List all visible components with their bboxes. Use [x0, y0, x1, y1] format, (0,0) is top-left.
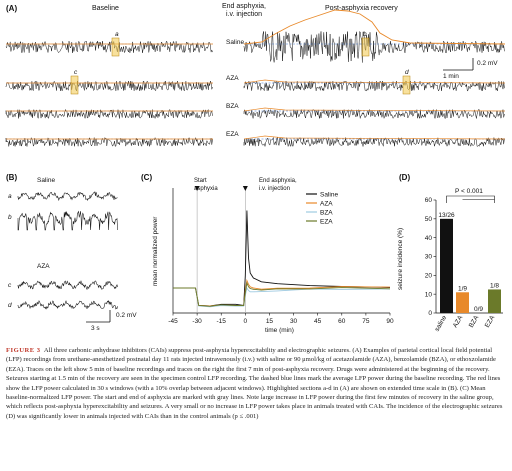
panel-b-aza-label: AZA: [37, 263, 50, 270]
chart-d-bar-aza: [456, 292, 469, 313]
chart-c-x-tick-label: 15: [266, 318, 274, 325]
panel-b-scale-time: 3 s: [91, 325, 100, 332]
baseline-trace-3: [5, 136, 213, 147]
panel-c-label: (C): [141, 173, 153, 182]
panel-b-trace-b: [17, 210, 118, 231]
chart-c-x-tick-label: 0: [244, 318, 248, 325]
panel-b-trace-a: [17, 191, 118, 202]
chart-c-x-tick-label: 90: [386, 318, 394, 325]
chart-d-value-label-aza: 1/9: [458, 285, 467, 292]
row-label-aza: AZA: [226, 75, 239, 82]
chart-d-value-label-saline: 13/26: [438, 212, 455, 219]
baseline-trace-0: [5, 40, 213, 54]
chart-c-x-tick-label: 60: [338, 318, 346, 325]
highlight-box-d: [402, 75, 411, 95]
row-label-saline: Saline: [226, 39, 245, 46]
panel-d-label: (D): [399, 173, 411, 182]
chart-c-x-tick-label: 45: [314, 318, 322, 325]
chart-d-category-label-aza: AZA: [452, 314, 465, 329]
chart-d-y-tick-label: 40: [425, 235, 433, 242]
chart-d-category-label-saline: saline: [434, 314, 449, 333]
highlight-label-a: a: [115, 31, 119, 38]
chart-c-plot: -45 -30 -15 0 15 30 45 60 75 90 Saline AZA BZA EZA: [168, 186, 394, 325]
chart-c-xlabel: time (min): [265, 327, 294, 334]
chart-c-legend-label-saline: Saline: [320, 191, 338, 198]
panel-a-traces: [5, 9, 506, 147]
highlight-box-c: [70, 75, 79, 95]
post-recovery-title: Post-asphyxia recovery: [325, 5, 398, 12]
chart-c-event-arrow: [194, 186, 200, 191]
highlight-label-d: d: [405, 69, 409, 76]
scale-time-label: 1 min: [443, 73, 459, 80]
recovery-power-line-2: [243, 107, 506, 112]
recovery-power-line-0: [243, 9, 506, 45]
highlight-box-b: [361, 37, 370, 57]
panel-b-trace-c: [17, 280, 118, 291]
chart-c-x-tick-label: 30: [290, 318, 298, 325]
chart-c-x-tick-label: 75: [362, 318, 370, 325]
caption-label: FIGURE 3: [6, 347, 41, 354]
row-label-eza: EZA: [226, 131, 239, 138]
chart-d-value-label-bza: 0/9: [474, 306, 483, 313]
chart-c-x-tick-label: -45: [168, 318, 178, 325]
recovery-trace-1: [243, 80, 505, 92]
panel-b-trace-d: [17, 299, 118, 310]
recovery-power-line-1: [243, 79, 506, 84]
chart-d-significance: P < 0.001: [455, 188, 483, 195]
panel-b-traces: [17, 191, 118, 323]
chart-d-category-label-eza: EZA: [484, 314, 497, 329]
panel-b-trace-a-label: a: [8, 193, 12, 200]
highlight-label-b: b: [363, 31, 367, 38]
chart-d-bar-eza: [488, 289, 501, 313]
panel-b-trace-d-label: d: [8, 302, 12, 309]
chart-c-series-bza: [173, 286, 391, 308]
chart-c-legend-label-eza: EZA: [320, 218, 333, 225]
chart-d-y-tick-label: 50: [425, 216, 433, 223]
panel-b-saline-label: Saline: [37, 177, 56, 184]
chart-d-y-tick-label: 60: [425, 197, 433, 204]
row-label-bza: BZA: [226, 103, 239, 110]
panel-b-label: (B): [6, 173, 18, 182]
chart-d-value-label-eza: 1/8: [490, 282, 499, 289]
chart-d-bar-saline: [440, 218, 453, 313]
recovery-trace-2: [243, 108, 505, 120]
panel-b-trace-b-label: b: [8, 214, 12, 221]
chart-c-event-arrow: [242, 186, 248, 191]
chart-c-legend-label-bza: BZA: [320, 209, 333, 216]
baseline-title: Baseline: [92, 5, 119, 12]
chart-c-x-tick-label: -30: [192, 318, 202, 325]
chart-c-legend-label-aza: AZA: [320, 200, 333, 207]
annotation-start-asphyxia: Start asphyxia: [194, 178, 218, 192]
scale-volt-label: 0.2 mV: [477, 60, 498, 67]
caption-text: All three carbonic anhydrase inhibitors …: [6, 347, 503, 420]
recovery-trace-0: [243, 31, 505, 63]
panel-b-trace-c-label: c: [8, 282, 12, 289]
highlight-box-a: [111, 37, 120, 57]
baseline-trace-1: [5, 80, 213, 92]
chart-d-category-label-bza: BZA: [468, 314, 481, 329]
recovery-power-line-3: [243, 135, 506, 140]
chart-c-x-tick-label: -15: [217, 318, 227, 325]
panel-a-label: (A): [6, 4, 18, 13]
annotation-end-asphyxia: End asphyxia, i.v. injection: [259, 178, 297, 192]
figure-caption: FIGURE 3 All three carbonic anhydrase in…: [6, 346, 506, 421]
end-asphyxia-title: End asphyxia, i.v. injection: [222, 3, 266, 18]
chart-d-y-tick-label: 30: [425, 254, 433, 261]
chart-d-y-tick-label: 10: [425, 291, 433, 298]
chart-d-y-tick-label: 20: [425, 273, 433, 280]
baseline-trace-2: [5, 108, 213, 120]
highlight-label-c: c: [74, 69, 78, 76]
panel-b-scale-volt: 0.2 mV: [116, 312, 137, 319]
chart-c-series-eza: [173, 281, 391, 307]
chart-d-y-tick-label: 0: [428, 310, 432, 317]
